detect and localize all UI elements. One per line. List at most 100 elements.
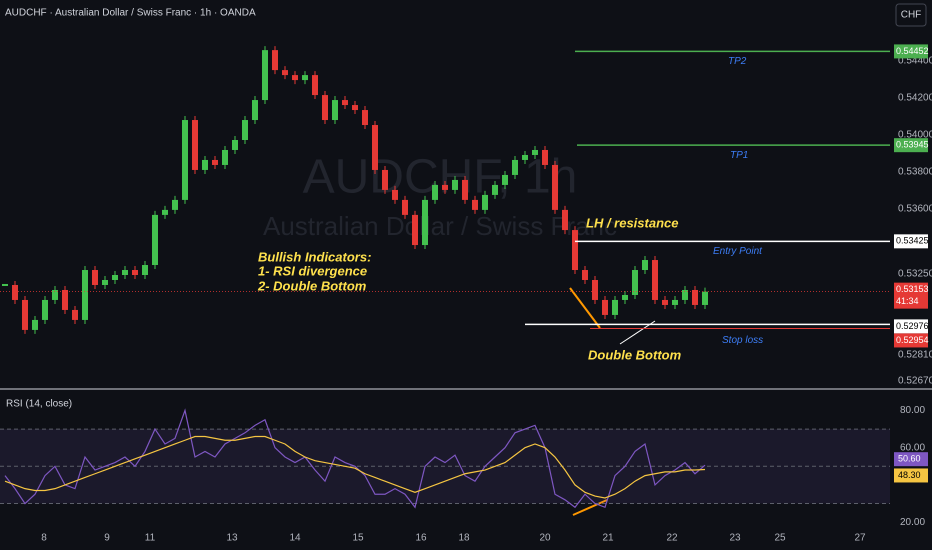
value-tag [894, 468, 928, 483]
candle [562, 209, 568, 231]
price-tag-label: 0.53425 [896, 236, 929, 246]
candle [422, 199, 428, 246]
candle [52, 289, 58, 300]
annotation: Double Bottom [588, 347, 682, 362]
candle [462, 179, 468, 200]
y-tick-label: 60.00 [900, 442, 925, 453]
candle [302, 75, 308, 81]
price-tag-label: 0.53945 [896, 140, 929, 150]
candle [42, 299, 48, 320]
x-tick-label: 13 [226, 533, 238, 544]
candle [152, 214, 158, 266]
x-tick-label: 21 [602, 533, 614, 544]
candle [72, 309, 78, 320]
price-tag [894, 333, 928, 348]
candle [112, 275, 118, 280]
x-tick-label: 8 [41, 533, 47, 544]
candle [492, 184, 498, 195]
annotation: LH / resistance [586, 215, 679, 230]
price-tag [894, 44, 928, 59]
candle [92, 270, 98, 285]
y-tick-label: 0.53250 [898, 268, 932, 279]
candle [32, 319, 38, 330]
candle [622, 294, 628, 300]
price-tag [894, 319, 928, 334]
candle [582, 270, 588, 280]
annotation: 1- RSI divergence [258, 263, 367, 278]
divergence-line [572, 499, 608, 516]
candle [442, 184, 448, 190]
candle [572, 230, 578, 271]
candle [142, 265, 148, 276]
currency-button[interactable] [895, 3, 927, 27]
candle [192, 120, 198, 170]
y-tick-label: 0.52810 [898, 350, 932, 361]
y-tick-label: 0.54200 [898, 93, 932, 104]
price-tag-label: 0.52954 [896, 335, 929, 345]
candle [412, 214, 418, 246]
candle [632, 270, 638, 295]
candle [62, 289, 68, 310]
y-tick-label: 0.54400 [898, 56, 932, 67]
candle [552, 164, 558, 210]
rsi-title: RSI (14, close) [6, 399, 72, 410]
price-tag-label: 0.54452 [896, 46, 929, 56]
level-label: Entry Point [713, 246, 763, 257]
candle [482, 194, 488, 210]
x-tick-label: 14 [289, 533, 301, 544]
candle [322, 95, 328, 121]
candle [102, 279, 108, 285]
price-tag-label: 0.53153 [896, 284, 929, 294]
level-label: TP1 [730, 150, 748, 161]
candle [662, 299, 668, 305]
x-tick-label: 9 [104, 533, 110, 544]
candle [472, 199, 478, 210]
currency-label[interactable]: CHF [901, 10, 922, 21]
candle [682, 289, 688, 300]
divergence-line [569, 287, 601, 329]
x-tick-label: 27 [854, 533, 866, 544]
candle [432, 184, 438, 200]
candle [592, 279, 598, 300]
level-label: TP2 [728, 56, 747, 67]
candle [292, 75, 298, 81]
x-tick-label: 22 [666, 533, 678, 544]
candle [282, 70, 288, 76]
price-tag [894, 138, 928, 153]
candle [162, 209, 168, 215]
y-tick-label: 80.00 [900, 405, 925, 416]
candle [522, 154, 528, 160]
candle [332, 100, 338, 121]
candle [82, 270, 88, 320]
candle [182, 120, 188, 200]
candle [252, 100, 258, 121]
header-title: AUDCHF · Australian Dollar / Swiss Franc… [5, 8, 256, 19]
candle [272, 50, 278, 71]
value-tag-label: 48.30 [898, 470, 921, 480]
candle [122, 270, 128, 276]
candle [382, 169, 388, 190]
value-tag [894, 452, 928, 467]
candle [242, 120, 248, 140]
annotation: Bullish Indicators: [258, 249, 371, 264]
annotation: 2- Double Bottom [257, 278, 367, 293]
y-tick-label: 20.00 [900, 517, 925, 528]
candle [232, 139, 238, 150]
x-tick-label: 15 [352, 533, 364, 544]
value-tag-label: 50.60 [898, 454, 921, 464]
candle [502, 174, 508, 185]
candle [352, 105, 358, 111]
watermark-sub: Australian Dollar / Swiss Franc [263, 211, 617, 241]
rsi-line [4, 408, 706, 509]
y-tick-label: 0.52670 [898, 376, 932, 387]
candle [452, 179, 458, 190]
y-tick-label: 0.53800 [898, 167, 932, 178]
candle [202, 159, 208, 170]
level-label: Stop loss [722, 335, 763, 346]
price-tag [894, 234, 928, 249]
candle [172, 199, 178, 210]
candle [222, 149, 228, 165]
y-tick-label: 0.54000 [898, 130, 932, 141]
candle [652, 260, 658, 300]
